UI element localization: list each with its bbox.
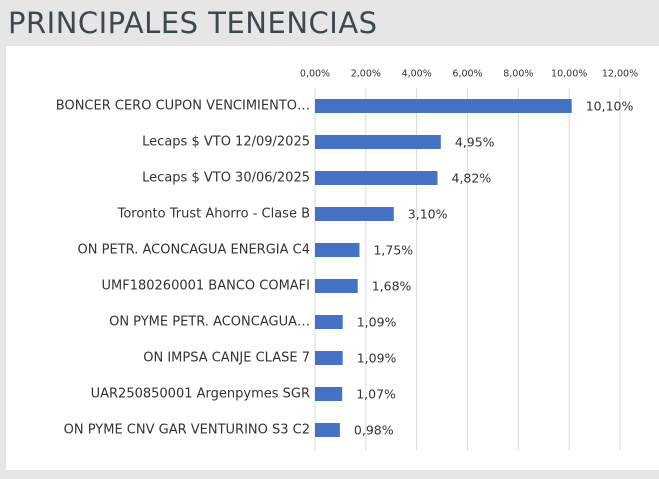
value-label: 1,68% [372,279,412,294]
bar [315,99,572,113]
bar [315,423,340,437]
widget-title: PRINCIPALES TENENCIAS [8,6,378,40]
category-label: UMF180260001 BANCO COMAFI [102,279,311,294]
category-label: ON IMPSA CANJE CLASE 7 [143,351,310,366]
x-tick-label: 6,00% [452,69,482,80]
bar [315,315,343,329]
category-label: ON PYME PETR. ACONCAGUA… [109,315,310,330]
bar [315,207,394,221]
category-label: Lecaps $ VTO 30/06/2025 [142,171,310,186]
category-label: UAR250850001 Argenpymes SGR [91,387,310,402]
value-label: 1,07% [356,387,396,402]
widget-header: PRINCIPALES TENENCIAS [0,0,659,46]
category-label: Toronto Trust Ahorro - Clase B [117,207,310,222]
value-label: 0,98% [354,423,394,438]
value-label: 3,10% [408,207,448,222]
category-label: BONCER CERO CUPON VENCIMIENTO… [56,99,310,114]
bar [315,135,441,149]
bar [315,171,438,185]
bar [315,243,360,257]
category-label: ON PETR. ACONCAGUA ENERGIA C4 [78,243,310,258]
category-label: ON PYME CNV GAR VENTURINO S3 C2 [64,423,310,438]
value-label: 1,09% [357,315,397,330]
value-label: 1,09% [357,351,397,366]
bar [315,387,343,401]
x-tick-label: 10,00% [551,69,587,80]
bar [315,351,343,365]
x-tick-label: 12,00% [602,69,638,80]
bar [315,279,358,293]
value-label: 4,82% [452,171,492,186]
value-label: 1,75% [373,243,413,258]
value-label: 10,10% [586,99,634,114]
category-label: Lecaps $ VTO 12/09/2025 [142,135,310,150]
value-label: 4,95% [455,135,495,150]
x-tick-label: 4,00% [402,69,432,80]
x-tick-label: 2,00% [351,69,381,80]
x-tick-label: 8,00% [503,69,533,80]
x-tick-label: 0,00% [300,69,330,80]
